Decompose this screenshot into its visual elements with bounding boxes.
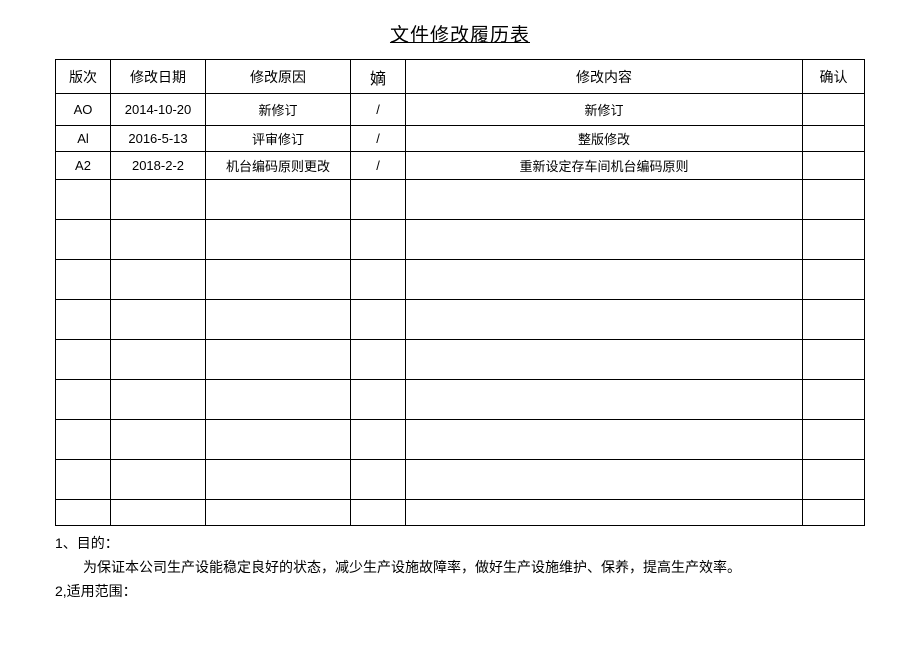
cell-confirm (803, 152, 865, 180)
cell-date: 2016-5-13 (111, 126, 206, 152)
cell-date: 2018-2-2 (111, 152, 206, 180)
cell-di: / (351, 94, 406, 126)
page-title: 文件修改履历表 (55, 20, 865, 47)
header-confirm: 确认 (803, 60, 865, 94)
body-text: 1、目的： 为保证本公司生产设能稳定良好的状态，减少生产设施故障率，做好生产设施… (55, 532, 865, 603)
table-row (56, 380, 865, 420)
table-row (56, 420, 865, 460)
table-header-row: 版次 修改日期 修改原因 嫡 修改内容 确认 (56, 60, 865, 94)
table-row (56, 460, 865, 500)
revision-history-table: 版次 修改日期 修改原因 嫡 修改内容 确认 AO 2014-10-20 新修订… (55, 59, 865, 526)
header-di: 嫡 (351, 60, 406, 94)
header-date: 修改日期 (111, 60, 206, 94)
cell-reason: 机台编码原则更改 (206, 152, 351, 180)
table-row: Al 2016-5-13 评审修订 / 整版修改 (56, 126, 865, 152)
section-1-body: 为保证本公司生产设能稳定良好的状态，减少生产设施故障率，做好生产设施维护、保养，… (55, 556, 865, 580)
cell-reason: 评审修订 (206, 126, 351, 152)
cell-reason: 新修订 (206, 94, 351, 126)
cell-di: / (351, 152, 406, 180)
table-row (56, 260, 865, 300)
cell-version: Al (56, 126, 111, 152)
header-reason: 修改原因 (206, 60, 351, 94)
table-row (56, 500, 865, 526)
table-row (56, 300, 865, 340)
section-2-heading: 2,适用范围： (55, 580, 865, 604)
cell-date: 2014-10-20 (111, 94, 206, 126)
table-row: AO 2014-10-20 新修订 / 新修订 (56, 94, 865, 126)
table-row (56, 180, 865, 220)
cell-content: 整版修改 (406, 126, 803, 152)
cell-confirm (803, 94, 865, 126)
cell-version: AO (56, 94, 111, 126)
cell-confirm (803, 126, 865, 152)
table-row (56, 340, 865, 380)
header-version: 版次 (56, 60, 111, 94)
cell-content: 新修订 (406, 94, 803, 126)
section-1-heading: 1、目的： (55, 532, 865, 556)
table-row: A2 2018-2-2 机台编码原则更改 / 重新设定存车间机台编码原则 (56, 152, 865, 180)
header-content: 修改内容 (406, 60, 803, 94)
table-row (56, 220, 865, 260)
cell-version: A2 (56, 152, 111, 180)
cell-content: 重新设定存车间机台编码原则 (406, 152, 803, 180)
cell-di: / (351, 126, 406, 152)
